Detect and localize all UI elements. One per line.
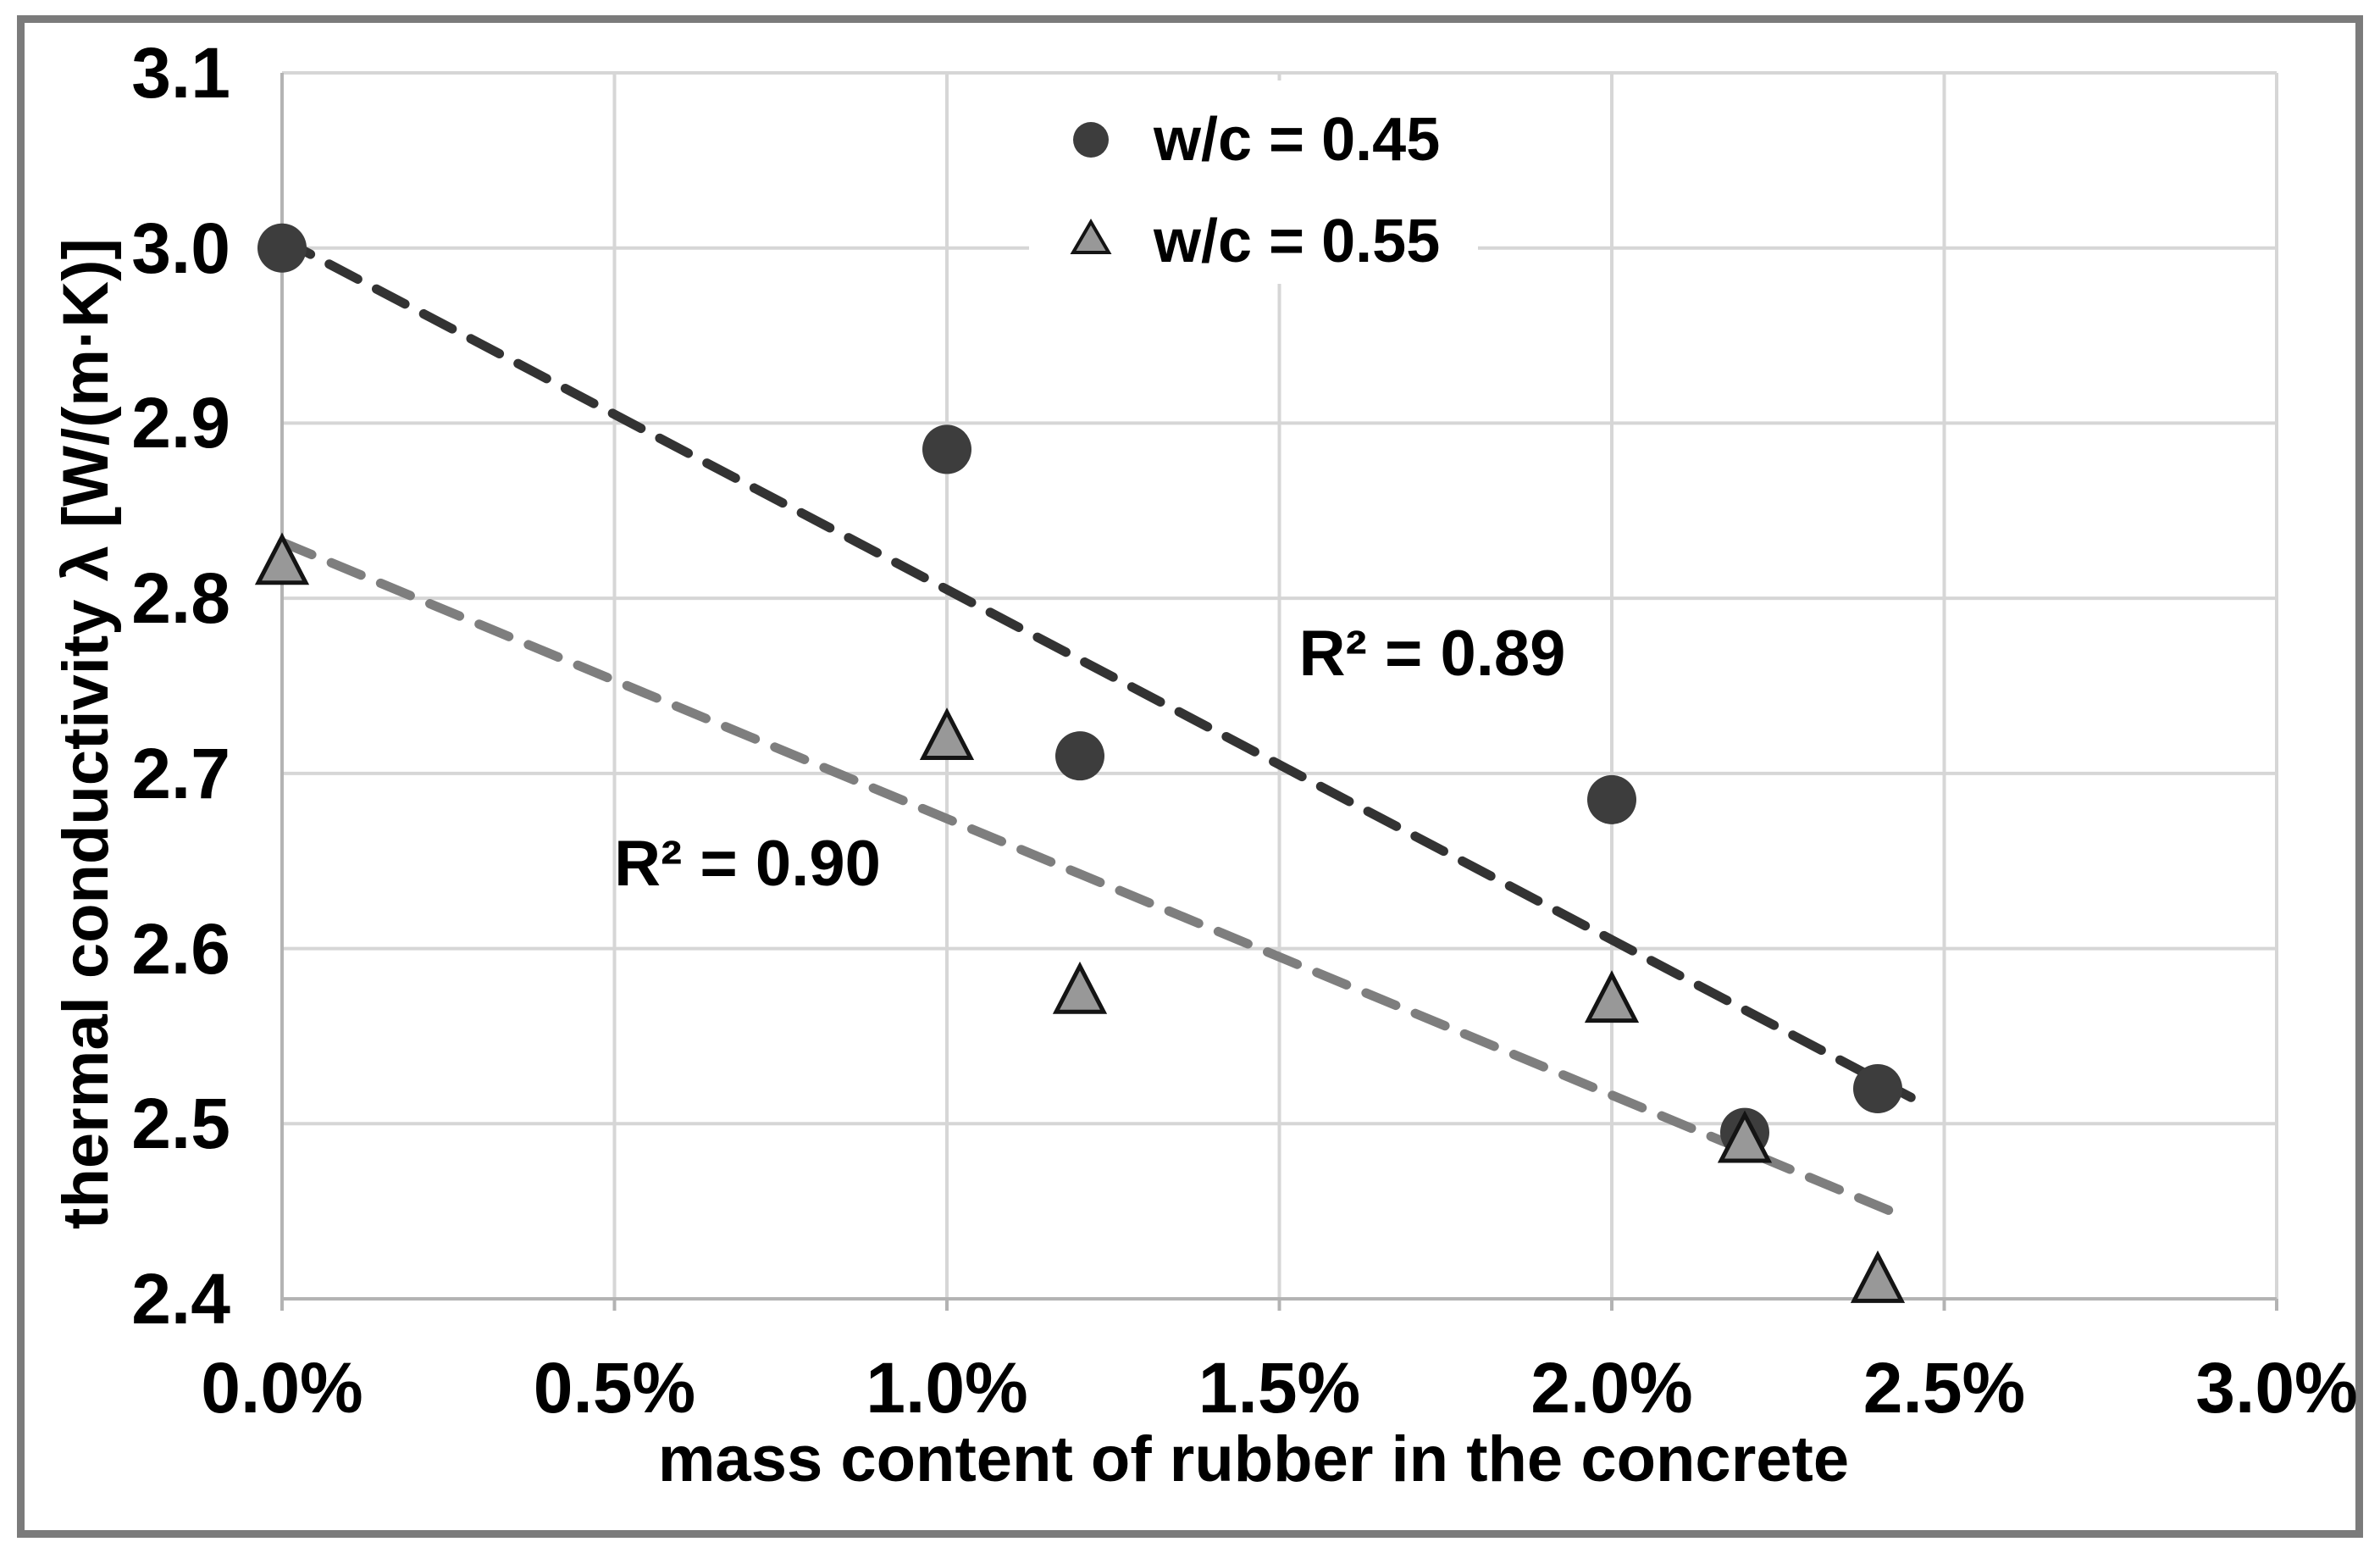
data-point-circle xyxy=(257,223,307,273)
data-point-triangle xyxy=(1584,970,1640,1023)
y-axis-tick-label: 2.5 xyxy=(131,1084,230,1164)
legend-label-wc-055: w/c = 0.55 xyxy=(1154,208,1441,275)
data-point-circle xyxy=(922,424,971,474)
trendline-045 xyxy=(277,234,1916,1102)
x-axis-title: mass content of rubber in the concrete xyxy=(657,1423,1850,1495)
trendline-055 xyxy=(277,537,1896,1217)
data-point-circle xyxy=(1055,731,1104,781)
x-axis-tick-label: 3.0% xyxy=(2195,1348,2358,1428)
legend-triangle-marker-icon xyxy=(1070,219,1112,254)
y-axis-tick-label: 2.9 xyxy=(131,383,230,463)
r-squared-label-wc-045: R² = 0.89 xyxy=(1298,618,1566,691)
data-point-circle xyxy=(1587,774,1636,824)
y-axis-tick-label: 3.1 xyxy=(131,33,230,113)
legend-label-wc-045: w/c = 0.45 xyxy=(1154,106,1441,174)
y-axis-tick-label: 2.8 xyxy=(131,558,230,639)
y-axis-tick-label: 3.0 xyxy=(131,208,230,288)
x-axis-tick-label: 1.5% xyxy=(1198,1348,1361,1428)
data-point-circle xyxy=(1853,1063,1902,1113)
y-axis-tick-label: 2.7 xyxy=(131,733,230,813)
x-axis-tick-label: 2.0% xyxy=(1530,1348,1693,1428)
data-point-triangle xyxy=(254,532,310,585)
x-axis-tick-label: 0.0% xyxy=(201,1348,363,1428)
x-axis-tick-label: 0.5% xyxy=(533,1348,696,1428)
x-axis-tick-label: 1.0% xyxy=(866,1348,1028,1428)
data-point-triangle xyxy=(919,707,975,761)
data-point-triangle xyxy=(1052,961,1108,1014)
x-axis-tick-label: 2.5% xyxy=(1862,1348,2026,1428)
r-squared-label-wc-055: R² = 0.90 xyxy=(614,828,881,901)
y-axis-tick-label: 2.4 xyxy=(131,1259,230,1339)
legend-circle-marker-icon xyxy=(1073,122,1109,158)
data-point-triangle xyxy=(1717,1110,1773,1163)
data-point-triangle xyxy=(1850,1250,1906,1303)
y-axis-tick-label: 2.6 xyxy=(131,908,230,989)
